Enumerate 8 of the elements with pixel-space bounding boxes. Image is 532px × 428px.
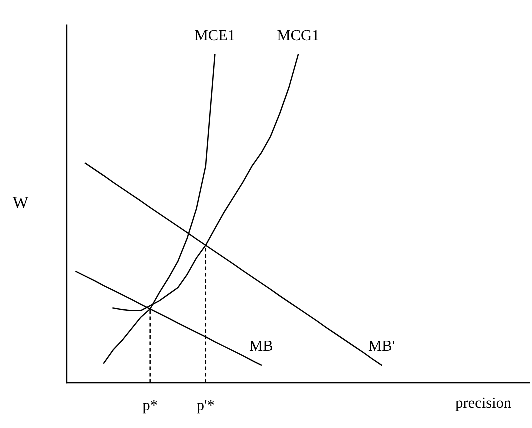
x-axis-title: precision	[456, 398, 512, 412]
x-tick-label: p*	[142, 400, 158, 414]
y-axis-title: W	[12, 197, 29, 208]
series-label: MB'	[368, 340, 394, 352]
x-tick-label: p'*	[197, 400, 214, 414]
series-label: MCG1	[278, 30, 319, 41]
series-label: MB	[250, 340, 273, 352]
series-label: MCE1	[195, 30, 235, 41]
